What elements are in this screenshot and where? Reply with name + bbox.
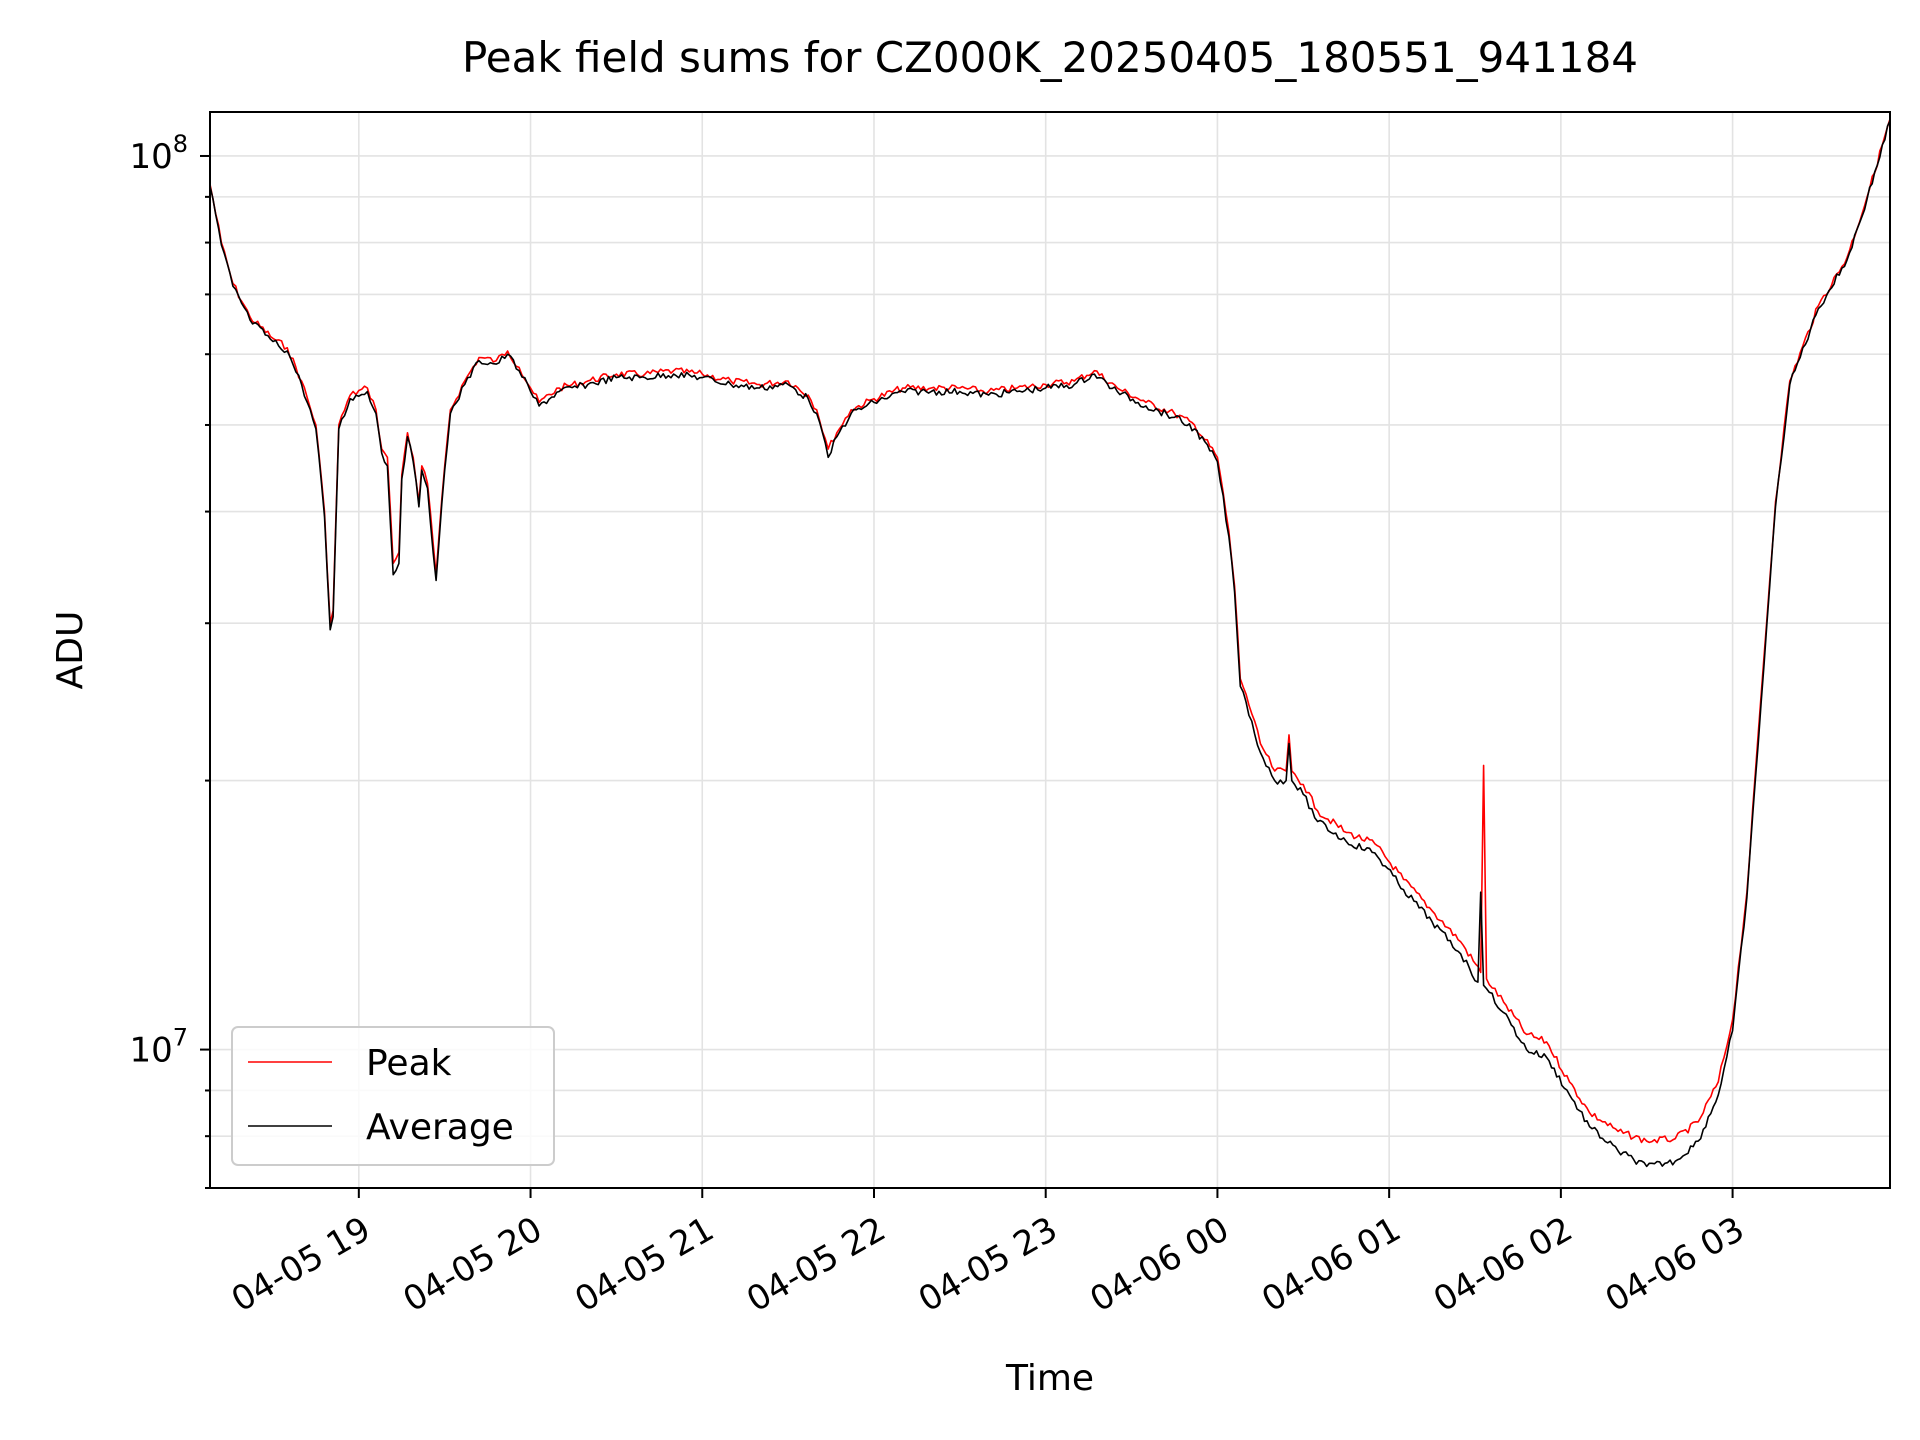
y-axis-label: ADU: [50, 611, 91, 690]
legend: Peak Average: [231, 1026, 555, 1166]
series-line-peak: [209, 118, 1891, 1144]
plot-frame: [209, 111, 1891, 1189]
y-tick-label-base: 10: [129, 137, 172, 177]
y-tick-label-exponent: 8: [173, 130, 188, 158]
series-layer: [209, 118, 1891, 1168]
y-tick-label: 107: [129, 1024, 188, 1071]
x-axis-label: Time: [1005, 1358, 1094, 1399]
y-tick-label-base: 10: [129, 1031, 172, 1071]
y-tick-label: 108: [129, 130, 188, 177]
y-tick-label-exponent: 7: [173, 1024, 188, 1052]
legend-average-label: Average: [366, 1107, 514, 1148]
series-line-average: [209, 120, 1891, 1168]
chart-title: Peak field sums for CZ000K_20250405_1805…: [462, 33, 1638, 82]
legend-peak-label: Peak: [366, 1043, 452, 1084]
